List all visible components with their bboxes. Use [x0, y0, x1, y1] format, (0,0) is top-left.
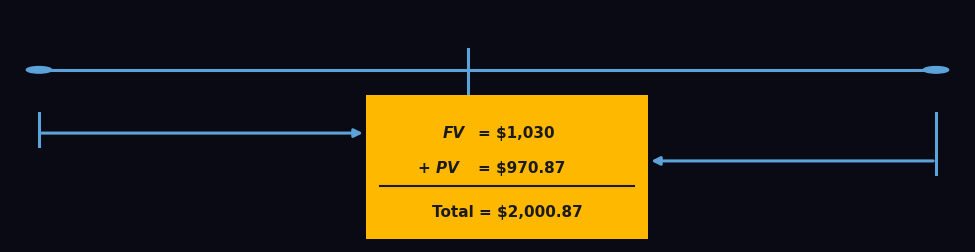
Text: = $1,030: = $1,030 — [479, 126, 555, 141]
Text: + PV: + PV — [418, 160, 459, 175]
Bar — [366, 96, 648, 239]
Text: = $970.87: = $970.87 — [478, 160, 566, 175]
Text: Total = $2,000.87: Total = $2,000.87 — [432, 205, 582, 219]
Text: FV: FV — [443, 126, 464, 141]
Circle shape — [923, 67, 949, 74]
Circle shape — [26, 67, 52, 74]
